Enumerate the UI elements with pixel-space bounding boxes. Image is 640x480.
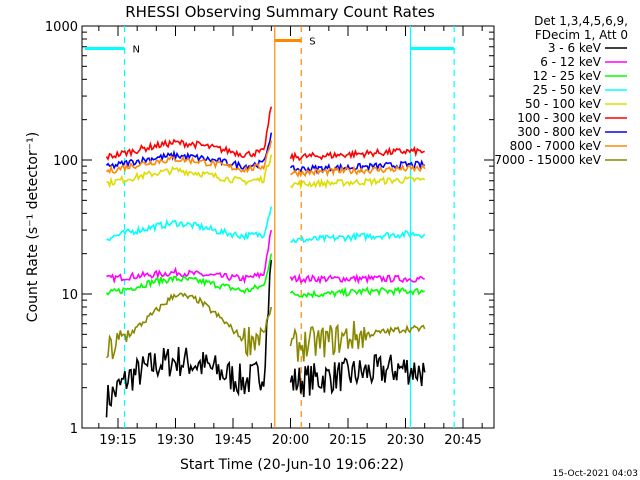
attenuator-annotations: NS [84,26,455,428]
series-line [105,292,273,360]
x-tick-label: 20:15 [329,433,366,448]
legend-header-line: FDecim 1, Att 0 [535,28,628,42]
legend-entry-label: 800 - 7000 keV [510,139,602,153]
series-line [289,320,426,362]
x-axis-ticks: 19:15 19:30 19:45 20:00 20:15 20:30 20:45 [98,26,483,448]
series-line [105,106,273,161]
legend-entry-label: 6 - 12 keV [540,55,602,69]
series-line [290,229,426,244]
chart-title: RHESSI Observing Summary Count Rates [125,3,435,21]
x-axis-label: Start Time (20-Jun-10 19:06:22) [180,457,404,473]
series-line [290,175,426,190]
x-tick-label: 19:30 [157,433,194,448]
series-line [290,163,426,179]
series-line [105,132,273,171]
series-line [106,229,273,285]
y-tick-label: 1 [70,422,78,437]
series-line [106,206,273,242]
y-tick-label: 1000 [45,20,78,35]
series-line [105,259,273,418]
x-tick-label: 19:45 [214,433,251,448]
legend-entry-label: 3 - 6 keV [548,41,602,55]
legend-entry-label: 50 - 100 keV [525,97,602,111]
y-tick-label: 10 [61,288,78,303]
series-line [289,159,425,175]
legend-entry-label: 300 - 800 keV [517,125,601,139]
series-lines [105,106,426,418]
x-tick-label: 20:00 [272,433,309,448]
legend-entry-label: 7000 - 15000 keV [494,153,601,167]
legend-entry-label: 100 - 300 keV [517,111,601,125]
y-axis-ticks: 1 10 100 1000 [45,20,494,437]
series-line [289,145,425,163]
legend-header-line: Det 1,3,4,5,6,9, [534,14,628,28]
y-axis-label: Count Rate (s⁻¹ detector⁻¹) [25,132,41,322]
series-line [289,273,425,285]
series-line [105,253,273,296]
x-tick-label: 20:45 [444,433,481,448]
annotation-label: N [133,44,140,55]
footer-timestamp: 15-Oct-2021 04:03 [553,469,638,479]
x-tick-label: 20:30 [387,433,424,448]
series-line [105,140,273,175]
legend-entry-label: 12 - 25 keV [533,69,602,83]
y-tick-label: 100 [53,154,78,169]
series-line [289,353,426,398]
x-tick-label: 19:15 [99,433,136,448]
series-line [289,286,425,299]
plot-area [81,25,495,429]
legend: Det 1,3,4,5,6,9,FDecim 1, Att 03 - 6 keV… [494,14,628,167]
series-line [106,154,273,189]
annotation-label: S [309,36,315,47]
legend-entry-label: 25 - 50 keV [533,83,602,97]
